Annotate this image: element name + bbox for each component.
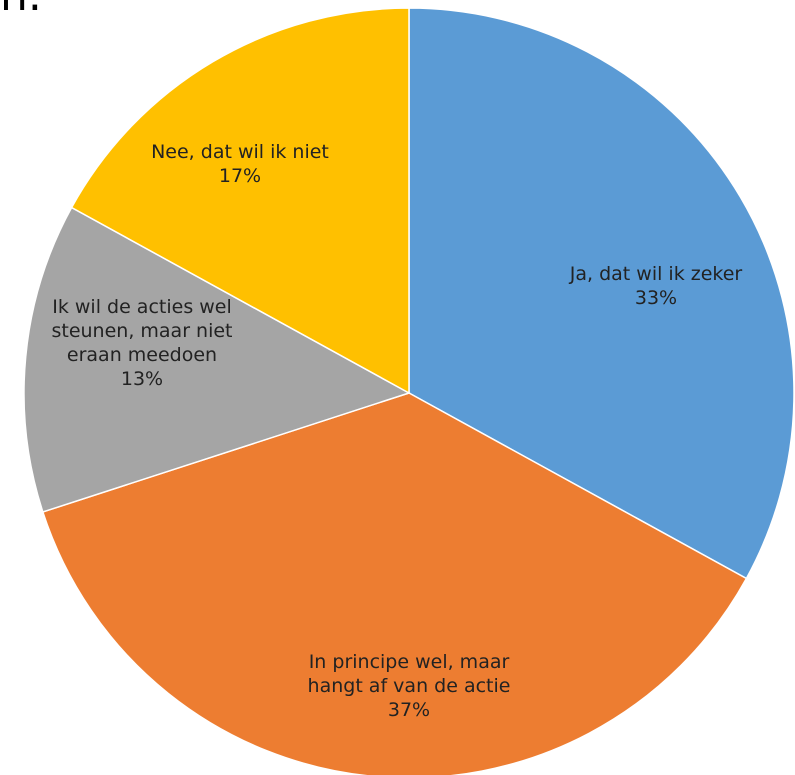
slice-percent-label: 17%: [219, 165, 261, 187]
slice-label-1: Ja, dat wil ik zeker 33%: [569, 263, 743, 309]
slice-label-4: Nee, dat wil ik niet 17%: [151, 141, 329, 187]
slice-category-label-line: Ja, dat wil ik zeker: [569, 263, 743, 285]
pie-slices: [23, 7, 795, 775]
pie-slice-4: [70, 7, 410, 395]
slice-percent-label: 13%: [121, 368, 163, 390]
slice-label-3: Ik wil de acties wel steunen, maar niet er…: [51, 296, 232, 390]
cropped-heading-text: n.: [0, 0, 42, 18]
slice-category-label-line: In principe wel, maar: [309, 651, 510, 673]
slice-category-label-line: steunen, maar niet: [51, 320, 232, 342]
pie-slice-3: [23, 206, 411, 513]
pie-slice-2: [41, 392, 748, 775]
slice-percent-label: 37%: [388, 699, 430, 721]
slice-category-label-line: Nee, dat wil ik niet: [151, 141, 329, 163]
slice-category-label-line: hangt af van de actie: [308, 675, 511, 697]
slice-label-2: In principe wel, maar hangt af van de act…: [308, 651, 511, 721]
slice-percent-label: 33%: [635, 287, 677, 309]
pie-labels: Ja, dat wil ik zeker 33% In principe wel, …: [51, 141, 742, 721]
slice-category-label-line: Ik wil de acties wel: [52, 296, 232, 318]
slice-category-label-line: eraan meedoen: [67, 344, 217, 366]
pie-slice-1: [408, 7, 795, 580]
